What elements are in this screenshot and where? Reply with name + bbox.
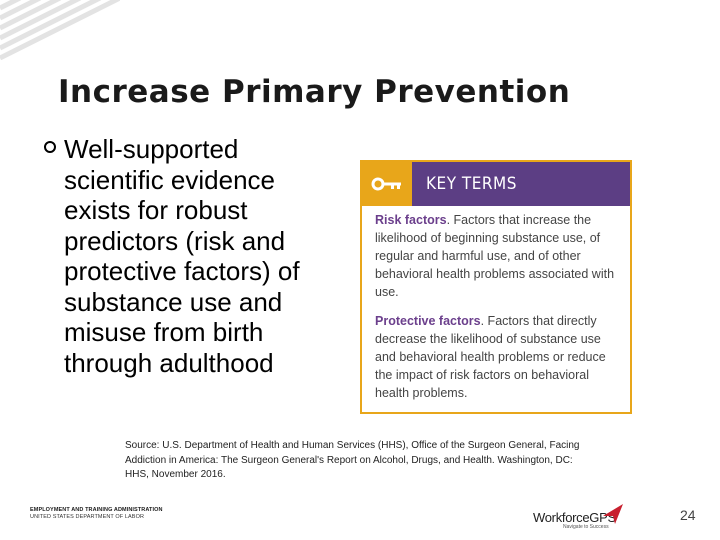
risk-factors-term: Risk factors <box>375 213 447 227</box>
key-icon <box>362 162 412 206</box>
key-terms-box: KEY TERMS Risk factors. Factors that inc… <box>360 160 632 414</box>
workforcegps-logo-text: WorkforceGPS <box>533 510 616 525</box>
protective-factors-term: Protective factors <box>375 314 481 328</box>
eta-dol-logo: EMPLOYMENT AND TRAINING ADMINISTRATION U… <box>30 507 163 520</box>
key-terms-body: Risk factors. Factors that increase the … <box>362 206 630 402</box>
key-terms-header: KEY TERMS <box>362 162 630 206</box>
key-terms-title: KEY TERMS <box>426 174 517 194</box>
risk-factors-text: . Factors that increase the likelihood o… <box>375 213 615 299</box>
eta-line2: UNITED STATES DEPARTMENT OF LABOR <box>30 514 145 520</box>
risk-factors-definition: Risk factors. Factors that increase the … <box>375 211 622 301</box>
page-number: 24 <box>680 507 696 523</box>
protective-factors-text: . Factors that directly decrease the lik… <box>375 314 606 400</box>
circle-bullet-icon <box>44 141 56 153</box>
protective-factors-definition: Protective factors. Factors that directl… <box>375 312 622 402</box>
eta-line1: EMPLOYMENT AND TRAINING ADMINISTRATION <box>30 507 163 513</box>
workforcegps-logo-subtext: Navigate to Success <box>563 524 609 530</box>
bullet-item: Well-supported scientific evidence exist… <box>44 134 344 378</box>
source-citation: Source: U.S. Department of Health and Hu… <box>125 440 580 480</box>
bullet-text: Well-supported scientific evidence exist… <box>64 134 300 378</box>
corner-stripes-decoration <box>0 0 120 60</box>
slide-title: Increase Primary Prevention <box>58 74 571 110</box>
workforcegps-logo: WorkforceGPS Navigate to Success <box>533 502 633 530</box>
workforcegps-arrow-icon <box>603 504 623 524</box>
